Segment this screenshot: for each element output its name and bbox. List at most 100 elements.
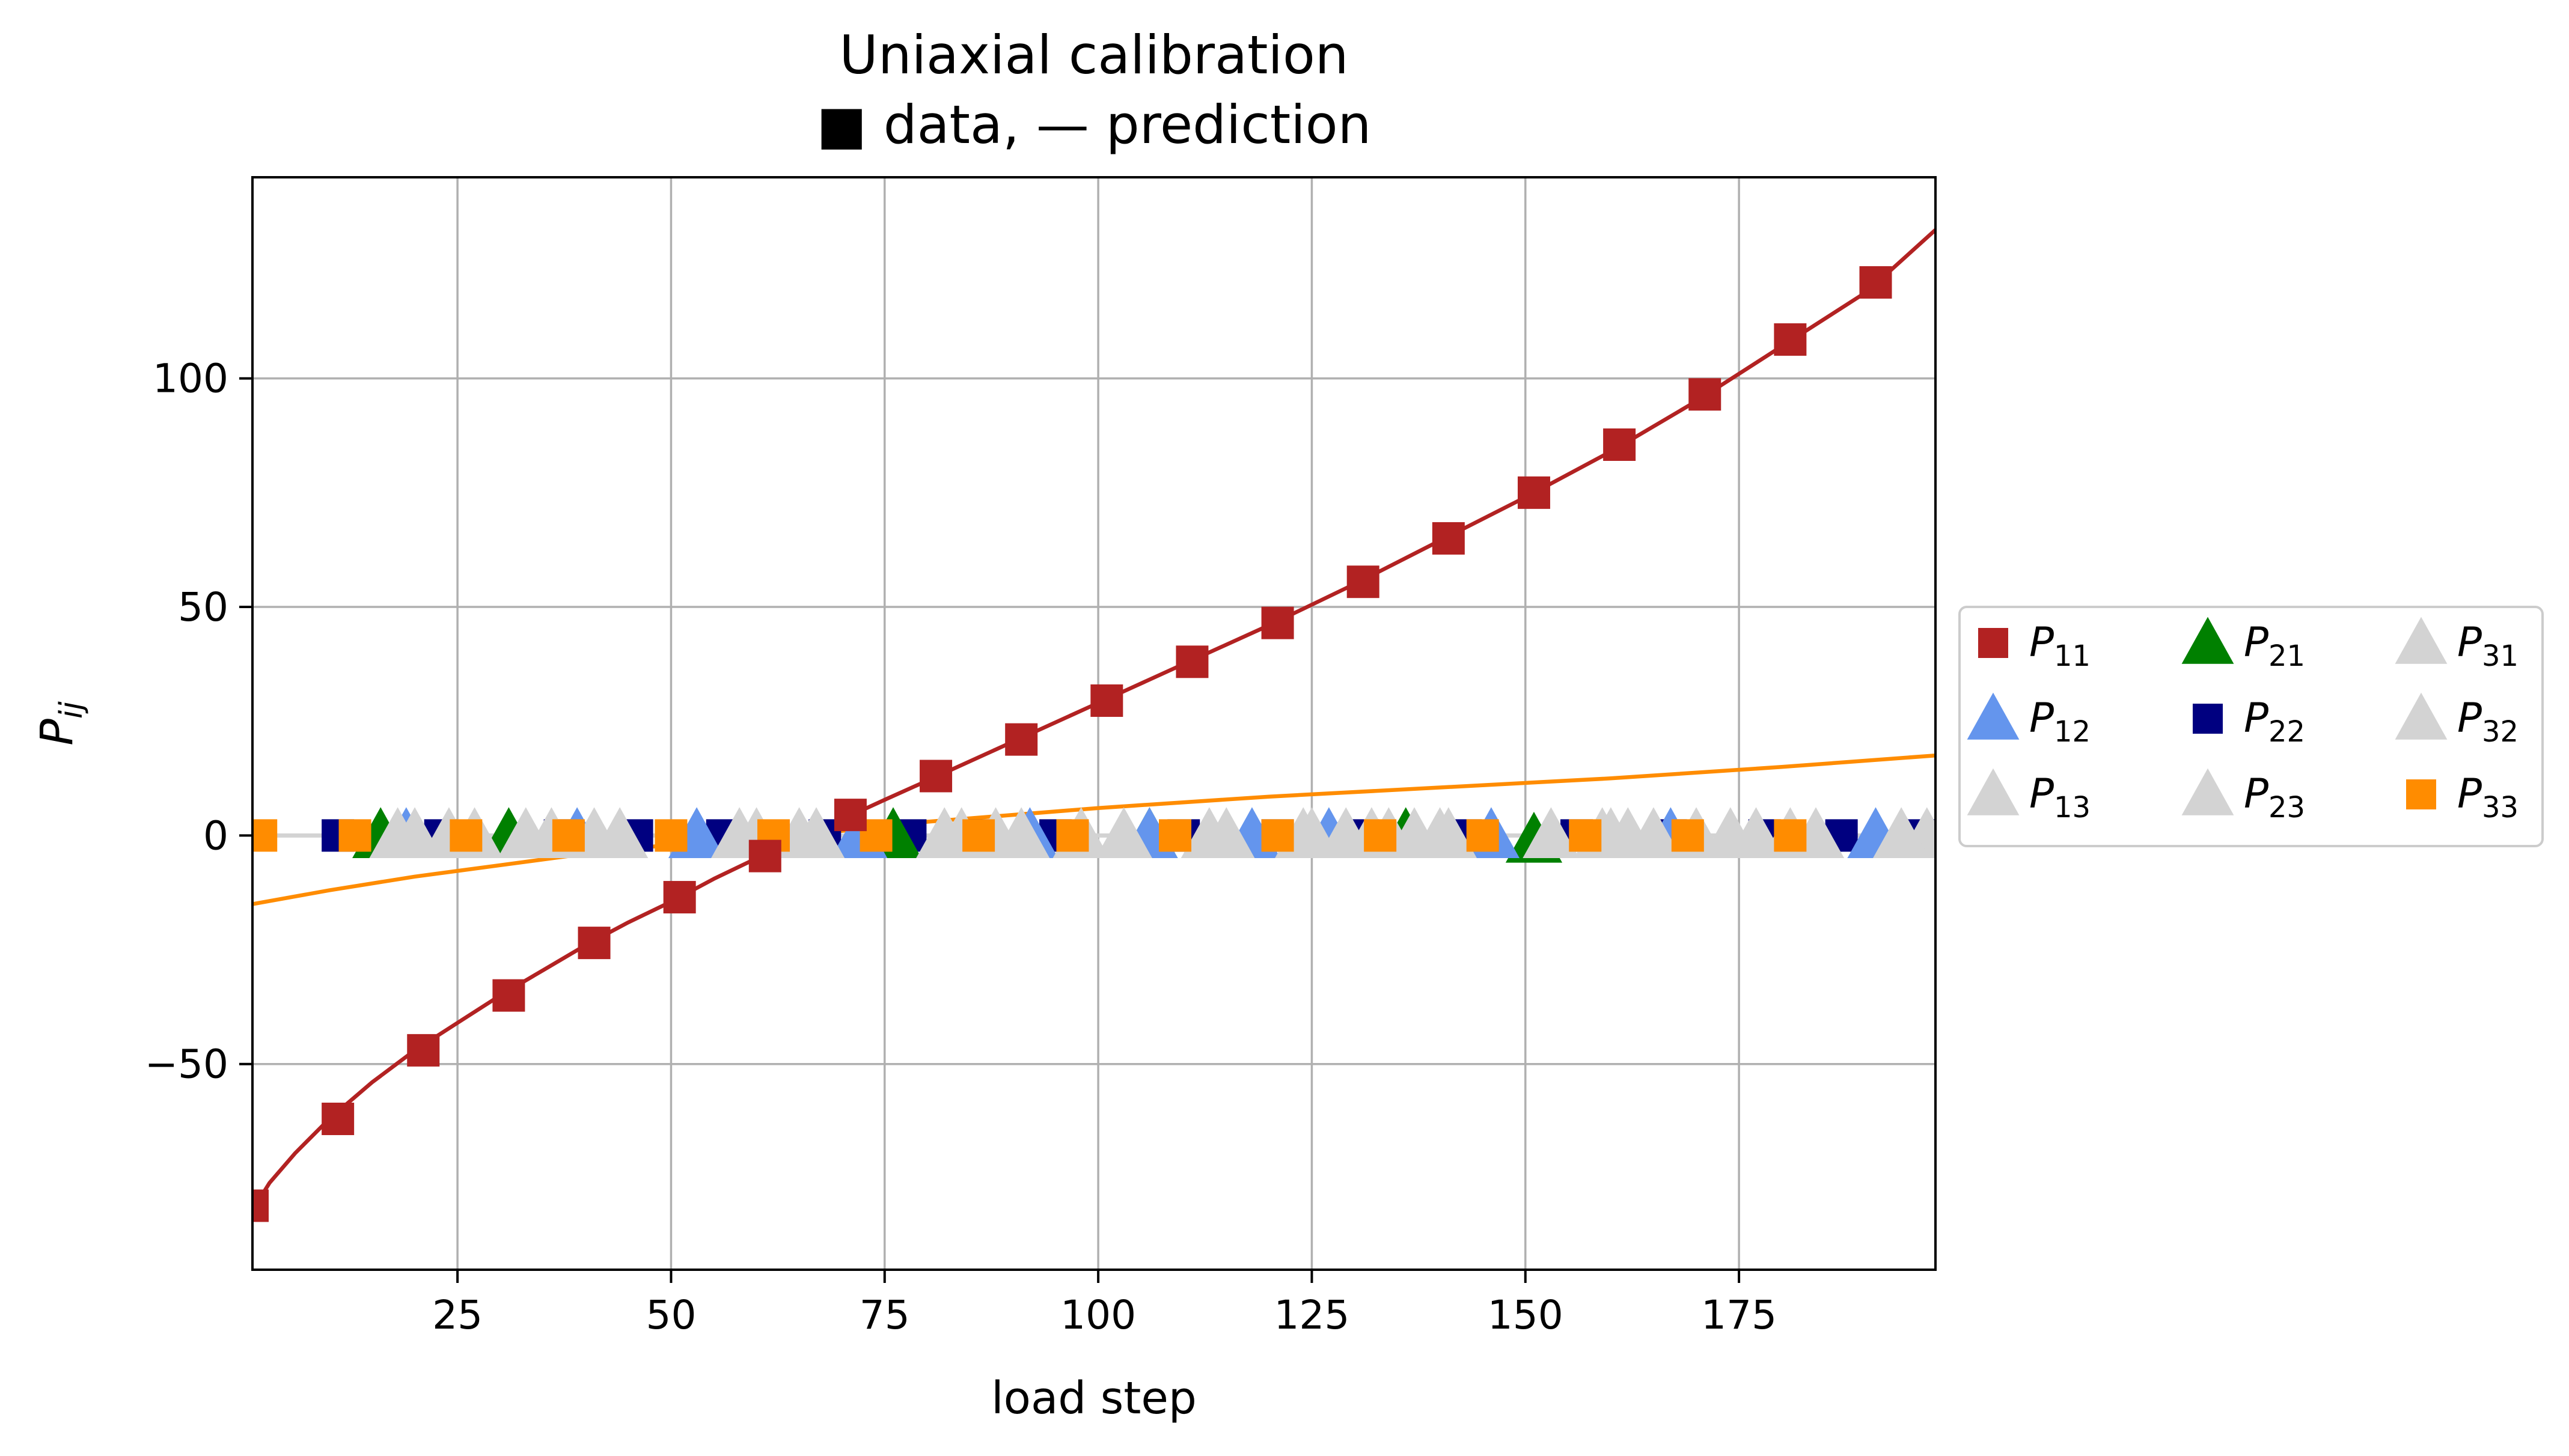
p33-point [1364,819,1397,852]
y-axis-label: Pij [31,701,90,746]
p33-point [1261,819,1294,852]
legend-label-p23: P23 [2244,770,2305,824]
p23-point [1385,807,1443,859]
chart-subtitle: ■ data, — prediction [817,94,1372,156]
p11-point [1090,684,1123,717]
legend-label-base: P [2029,619,2054,666]
chart-title: Uniaxial calibration [839,24,1348,86]
legend-label-p32: P32 [2457,695,2519,749]
legend-label-sub: 21 [2268,639,2305,673]
x-tick-label: 50 [646,1292,696,1338]
p33-point [1056,819,1089,852]
p23-point [1318,807,1375,859]
legend-label-p21: P21 [2244,619,2305,673]
legend-marker-p12 [1967,692,2020,740]
p11-point [1688,378,1721,411]
p33-point [1774,819,1807,852]
data-markers [252,266,1935,1222]
y-tick-label: 50 [178,584,228,630]
legend-frame [1958,606,2544,847]
legend-label-p31: P31 [2457,619,2519,673]
legend-marker-p33 [2406,779,2436,809]
y-axis-label-base: P [31,719,83,746]
p33-point [962,819,995,852]
p11-point [663,881,696,914]
legend-marker-p31 [2395,617,2448,664]
legend-label-sub: 33 [2482,791,2519,824]
p33-point [552,819,585,852]
legend-label-sub: 23 [2268,791,2305,824]
legend-label-p33: P33 [2457,770,2519,824]
x-axis-label: load step [991,1372,1197,1424]
legend-label-base: P [2029,770,2054,818]
p33-point [1671,819,1704,852]
x-tick-label: 75 [860,1292,910,1338]
p11-point [748,839,781,873]
legend-label-base: P [2457,770,2482,818]
legend-label-p11: P11 [2029,619,2091,673]
p11-point [1859,266,1892,299]
legend-label-sub: 32 [2482,715,2519,749]
p13-point [1727,807,1785,859]
y-tick-label: −50 [145,1041,228,1088]
y-axis-label-sub: ij [53,701,90,719]
y-tick-label: 100 [153,356,228,402]
p11-point [322,1102,355,1135]
p11-point [1517,476,1550,509]
legend-marker-p21 [2181,617,2234,664]
p33-point [1159,819,1192,852]
p11-point [578,927,611,960]
x-tick-label: 175 [1701,1292,1777,1338]
y-tick-label: 0 [203,812,228,859]
legend-label-base: P [2244,619,2268,666]
p11-point [1774,323,1807,356]
legend-label-sub: 12 [2054,715,2091,749]
p31-point [1523,807,1580,859]
p13-point [1095,807,1152,859]
legend-label-base: P [2029,695,2054,742]
x-tick-label: 25 [432,1292,483,1338]
p11-point [1346,565,1379,599]
p33-point [1569,819,1602,852]
p11-point [1603,428,1636,461]
p33-point [252,819,278,852]
p23-point [1181,807,1238,859]
p33-point [338,819,371,852]
p33-point [450,819,483,852]
p11-point [492,979,525,1012]
p13-point [1873,807,1930,859]
legend-label-p12: P12 [2029,695,2091,749]
p11-point [1176,645,1209,678]
legend-label-base: P [2244,695,2268,742]
legend-label-sub: 22 [2268,715,2305,749]
axis-ticks: 25 50 75 100 125 150 175 −50 0 50 100 [145,356,1777,1338]
p13-point [916,807,973,859]
legend-marker-p23 [2181,768,2234,815]
legend-marker-p11 [1978,628,2008,658]
x-tick-label: 150 [1488,1292,1563,1338]
legend-label-base: P [2457,619,2482,666]
legend-marker-p13 [1967,768,2020,815]
x-tick-label: 100 [1060,1292,1136,1338]
p11-point [1261,606,1294,639]
legend-marker-p22 [2193,704,2223,734]
p11-point [407,1034,440,1067]
p11-point [1432,522,1465,555]
legend-label-sub: 31 [2482,639,2519,673]
p11-point [252,1189,269,1222]
legend-label-p22: P22 [2244,695,2305,749]
p33-point [655,819,688,852]
legend-marker-p32 [2395,692,2448,740]
p11-point [834,799,867,832]
legend-label-sub: 11 [2054,639,2091,673]
x-tick-label: 125 [1274,1292,1349,1338]
legend-label-sub: 13 [2054,791,2091,824]
p11-point [1005,723,1038,756]
p11-point [920,760,953,793]
p33-point [1466,819,1499,852]
plot-frame [251,176,1937,1271]
legend-label-base: P [2457,695,2482,742]
legend-label-p13: P13 [2029,770,2091,824]
